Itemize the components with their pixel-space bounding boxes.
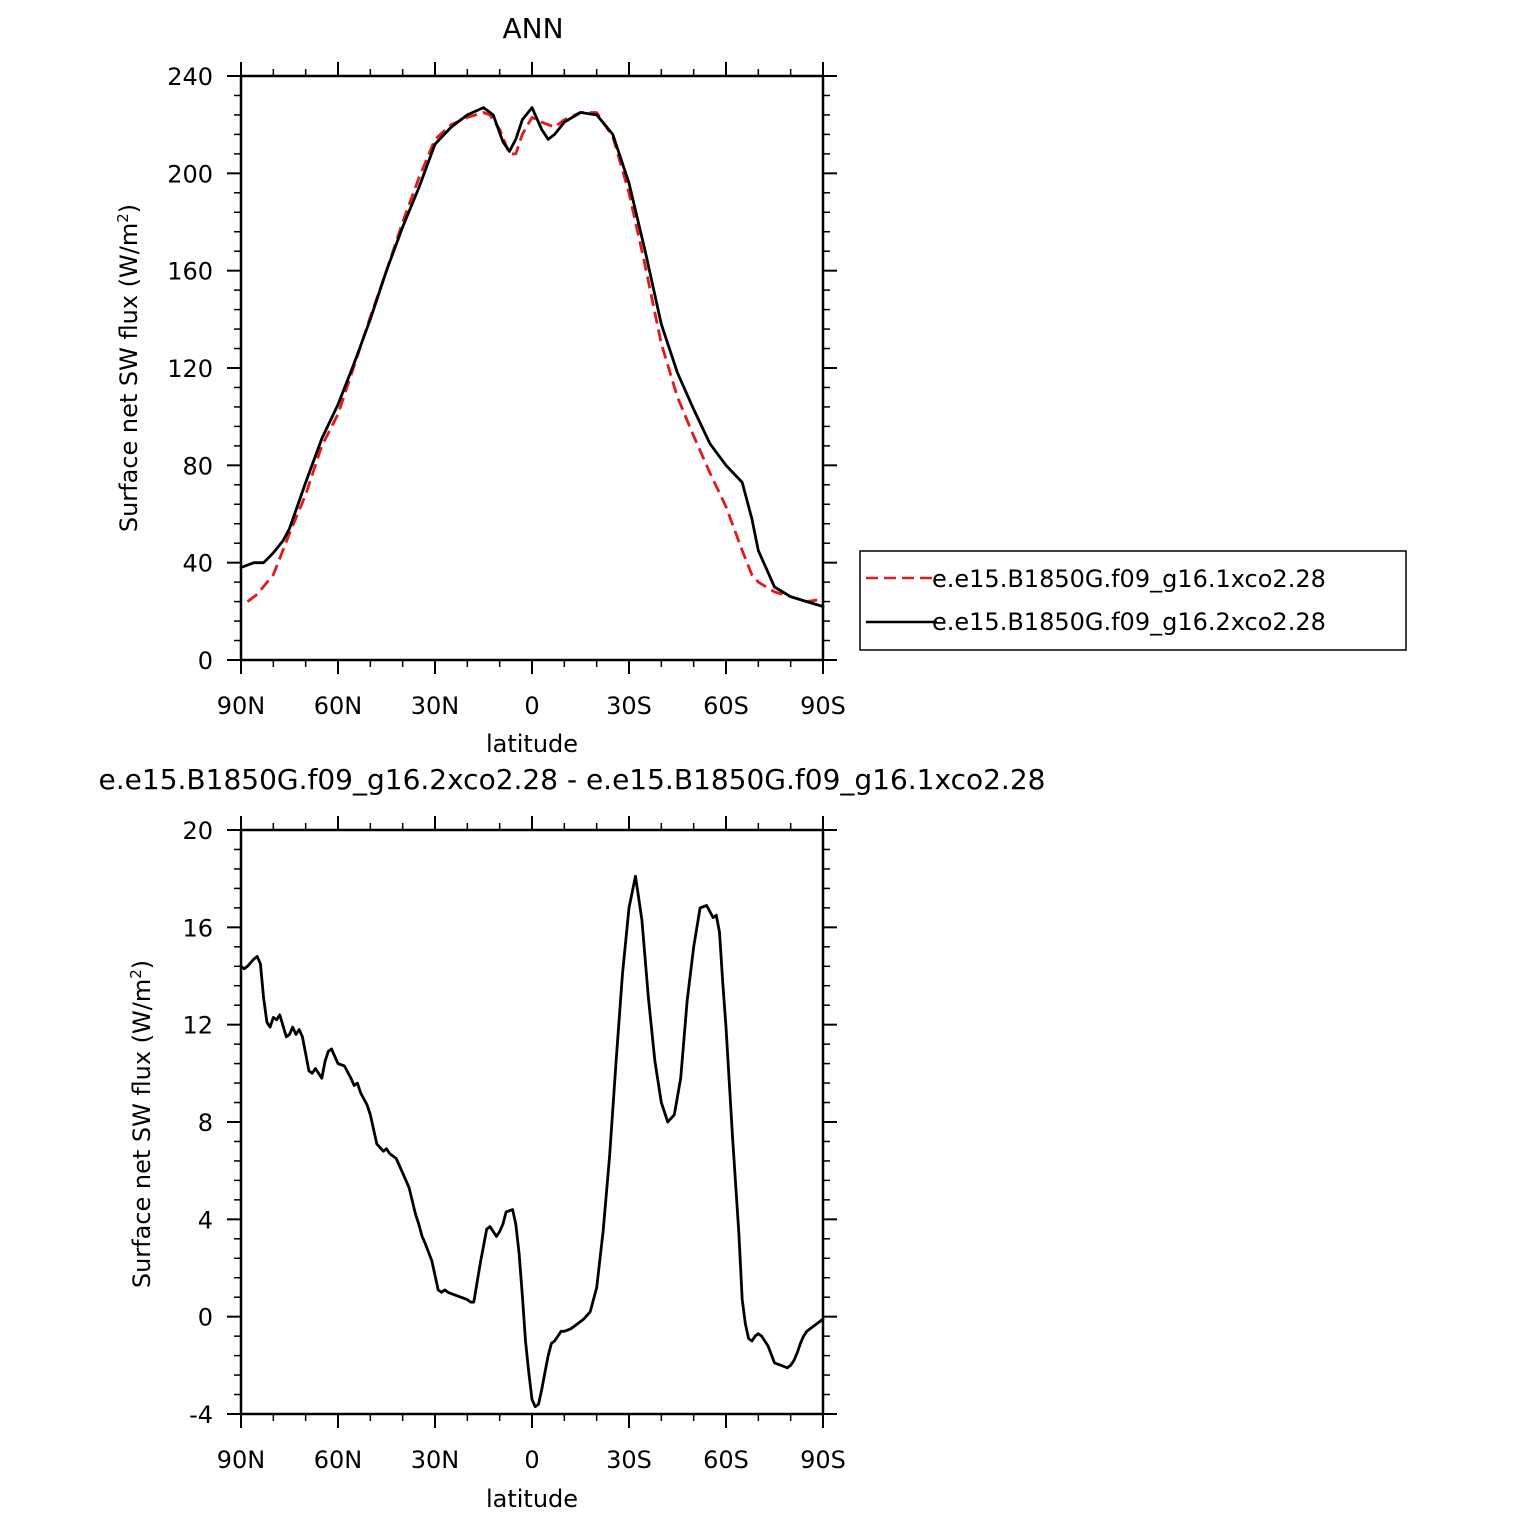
bottom-series-group [239,874,825,1409]
top-axes: 0 40 80 120 160 200 240 90N 60N 30N 0 30S 60S 90S [167,62,846,720]
bottom-x-tick-label: 60N [314,1446,363,1474]
top-y-tick-label: 200 [167,160,213,188]
top-x-axis-label: latitude [486,730,578,758]
top-x-tick-label: 0 [524,692,539,720]
top-panel: ANN 0 40 80 120 160 200 240 90N 60N 30N 0 30S 60S 90S… [114,12,1407,758]
top-y-axis-label: Surface net SW flux (W/m2) [114,204,143,532]
bottom-x-tick-label: 90S [800,1446,846,1474]
bottom-plot-frame [239,828,825,1416]
bottom-x-tick-label: 90N [217,1446,266,1474]
bottom-x-tick-label: 30S [606,1446,652,1474]
top-series-line-1 [239,106,825,608]
bottom-chart-title: e.e15.B1850G.f09_g16.2xco2.28 - e.e15.B1… [99,763,1046,796]
top-x-tick-label: 90S [800,692,846,720]
bottom-panel: e.e15.B1850G.f09_g16.2xco2.28 - e.e15.B1… [99,763,1046,1513]
bottom-x-tick-label: 30N [411,1446,460,1474]
top-y-tick-label: 0 [198,647,213,675]
bottom-y-tick-label: 16 [182,914,213,942]
top-plot-frame [239,74,825,662]
bottom-y-tick-label: 0 [198,1304,213,1332]
top-y-tick-label: 160 [167,258,213,286]
legend-box [859,550,1407,651]
top-x-tick-label: 90N [217,692,266,720]
bottom-y-tick-label: 4 [198,1206,213,1234]
top-x-tick-label: 60N [314,692,363,720]
top-x-tick-label: 60S [703,692,749,720]
bottom-y-tick-label: -4 [189,1401,213,1429]
bottom-x-tick-label: 0 [524,1446,539,1474]
bottom-y-tick-label: 8 [198,1109,213,1137]
top-chart-title: ANN [502,12,563,45]
top-series-line-0 [246,111,824,603]
top-y-tick-label: 240 [167,63,213,91]
legend: e.e15.B1850G.f09_g16.1xco2.28 e.e15.B185… [859,550,1407,651]
top-series-group [239,106,825,608]
top-y-tick-label: 80 [182,452,213,480]
bottom-y-tick-label: 20 [182,817,213,845]
bottom-x-tick-label: 60S [703,1446,749,1474]
bottom-x-axis-label: latitude [486,1485,578,1513]
top-x-tick-label: 30S [606,692,652,720]
bottom-y-axis-label: Surface net SW flux (W/m2) [127,960,156,1288]
bottom-axes: -4 0 4 8 12 16 20 90N 60N 30N 0 30S 60S 90S [182,816,846,1474]
legend-label-2xco2: e.e15.B1850G.f09_g16.2xco2.28 [932,608,1326,636]
top-y-tick-label: 120 [167,355,213,383]
top-x-tick-label: 30N [411,692,460,720]
top-y-tick-label: 40 [182,550,213,578]
bottom-y-tick-label: 12 [182,1012,213,1040]
bottom-series-line-0 [239,874,825,1409]
legend-label-1xco2: e.e15.B1850G.f09_g16.1xco2.28 [932,565,1326,593]
